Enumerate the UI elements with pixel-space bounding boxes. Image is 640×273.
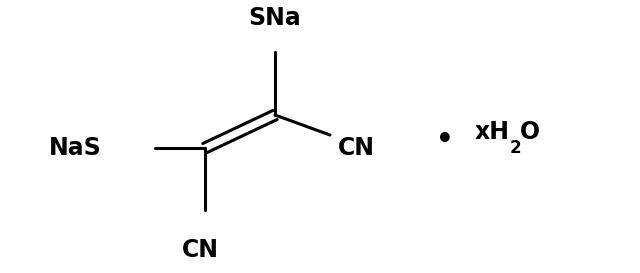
- Text: NaS: NaS: [49, 136, 101, 160]
- Text: SNa: SNa: [248, 6, 301, 30]
- Text: 2: 2: [510, 139, 522, 157]
- Text: CN: CN: [338, 136, 375, 160]
- Text: CN: CN: [182, 238, 218, 262]
- Text: O: O: [520, 120, 540, 144]
- Text: xH: xH: [475, 120, 510, 144]
- Text: •: •: [436, 126, 454, 154]
